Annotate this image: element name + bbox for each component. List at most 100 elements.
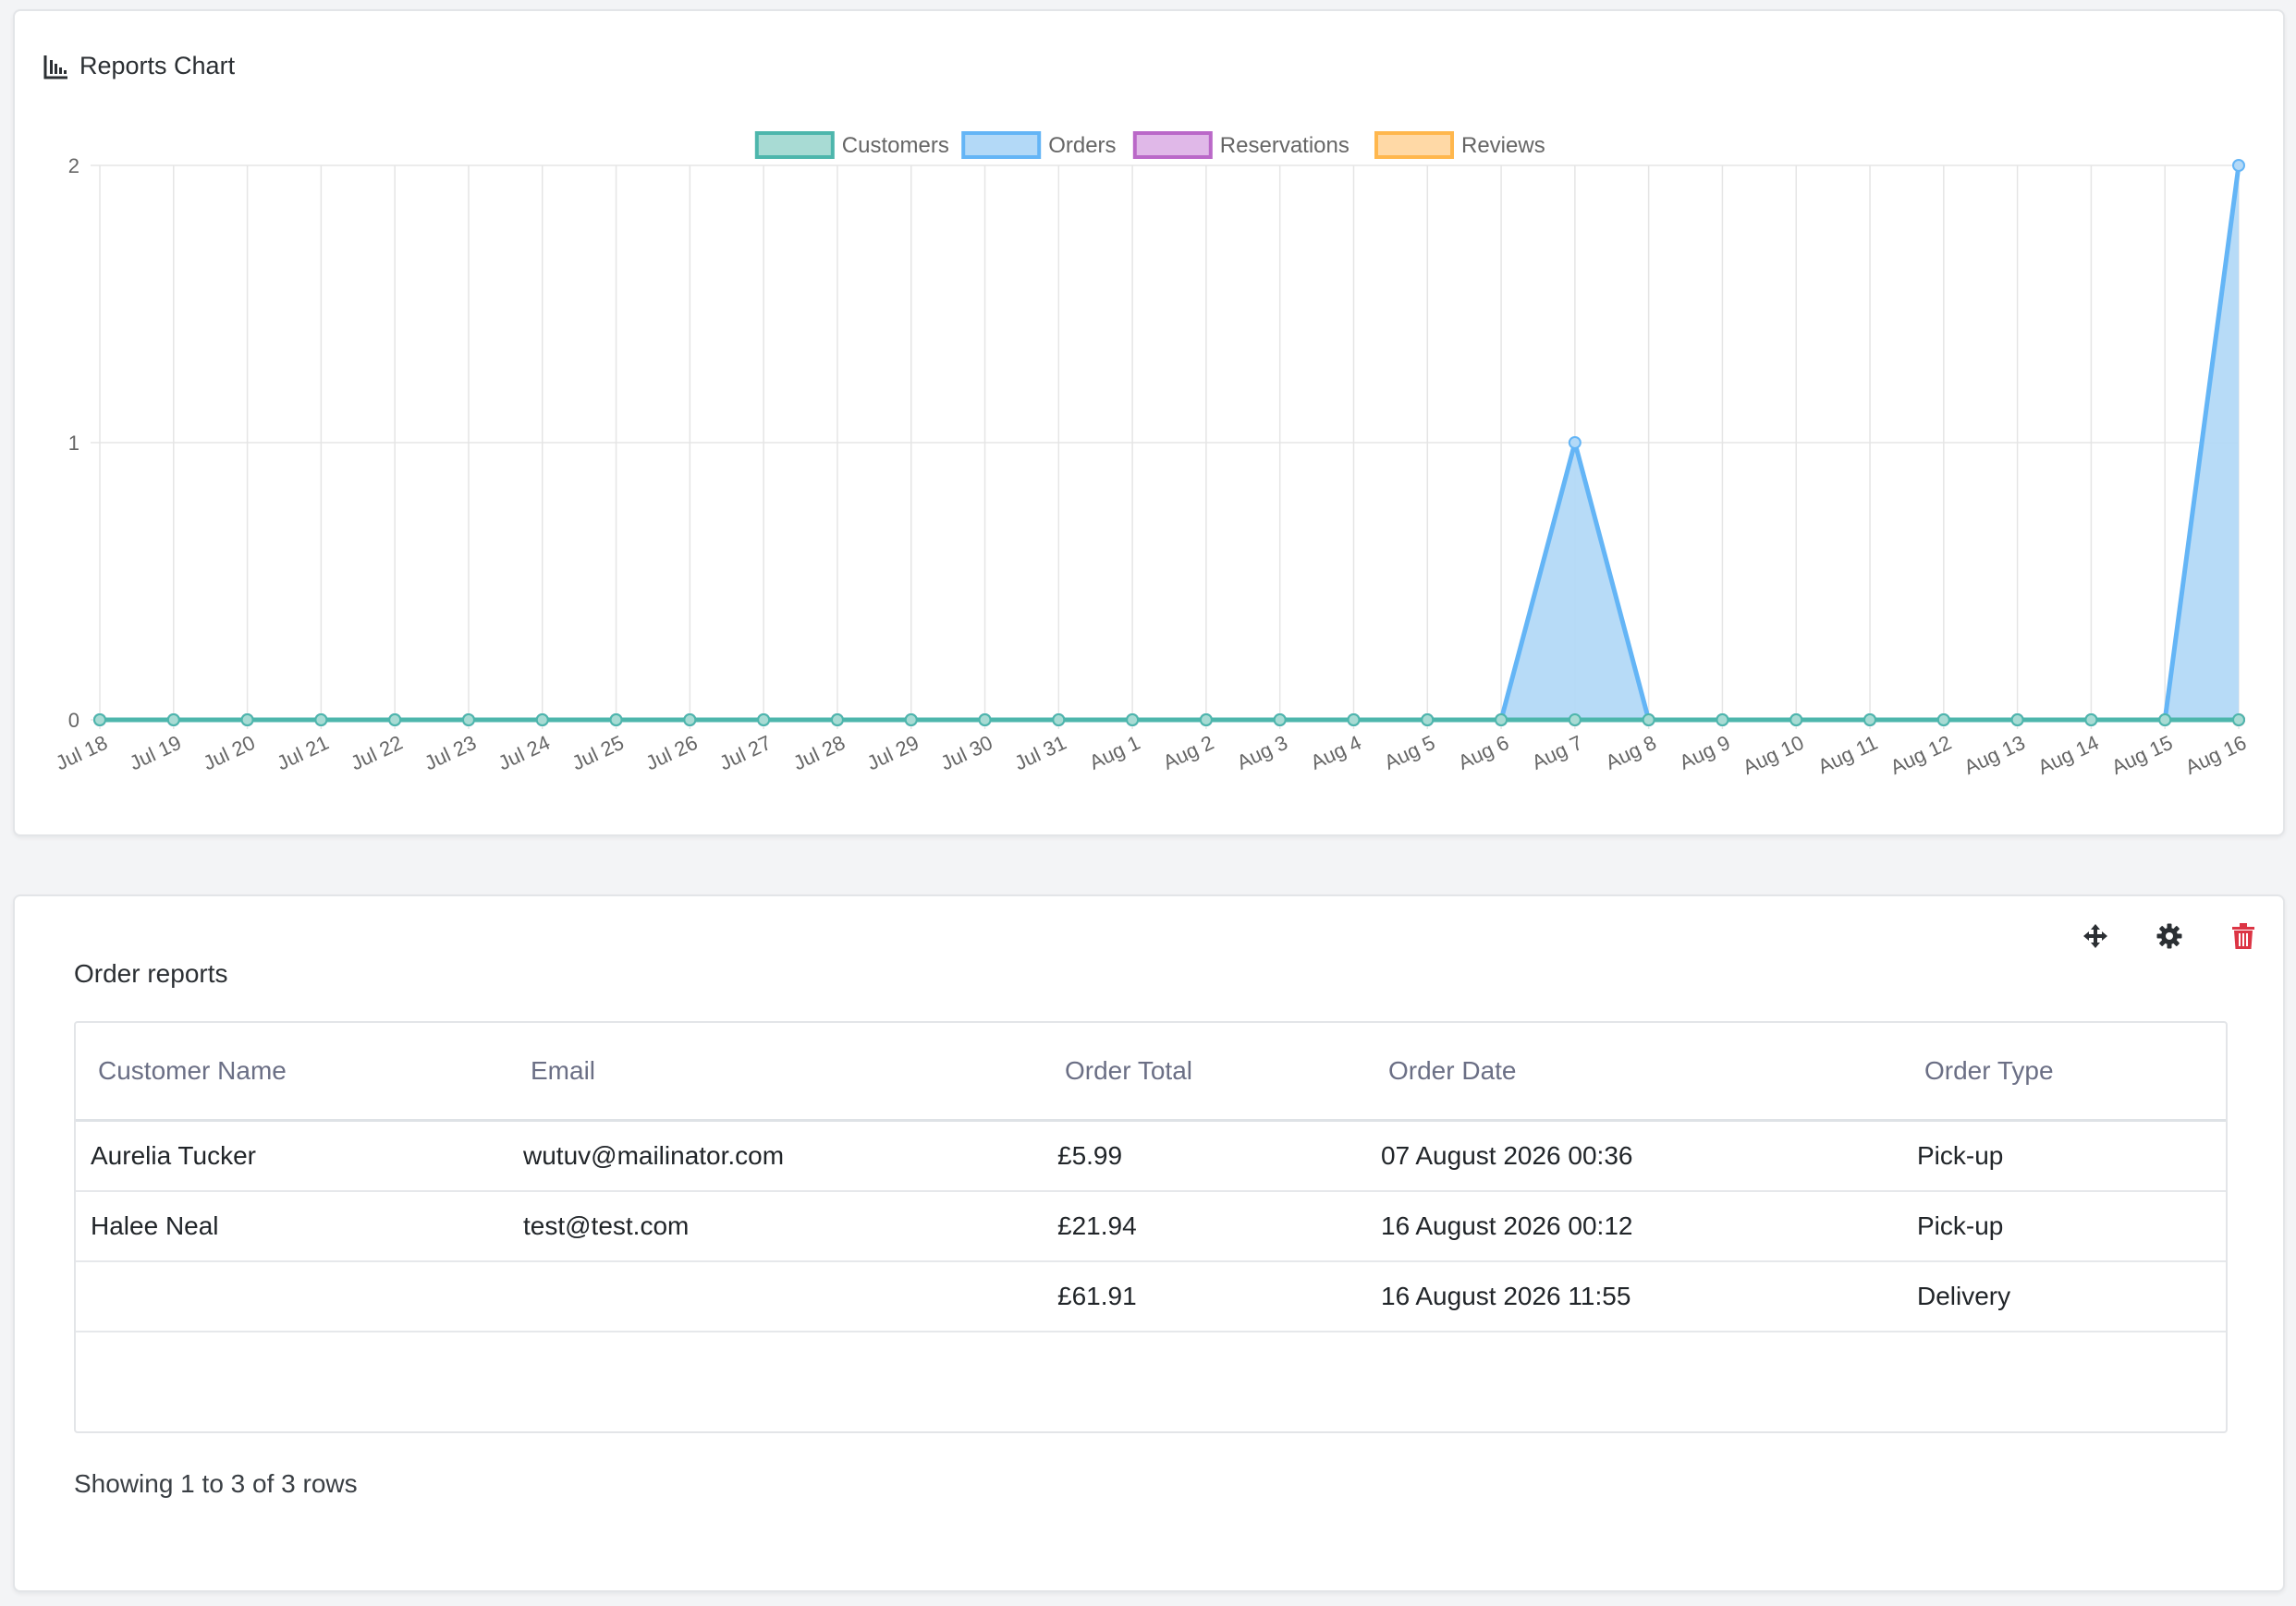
table-row[interactable]: Halee Neal test@test.com £21.94 16 Augus…	[76, 1191, 2226, 1262]
x-tick-label: Jul 23	[421, 731, 480, 774]
x-tick-label: Jul 21	[274, 731, 333, 774]
data-point	[1421, 713, 1435, 726]
legend-swatch	[754, 131, 835, 159]
widget-title: Order reports	[74, 959, 228, 988]
data-point	[93, 713, 106, 726]
data-point	[1199, 713, 1213, 726]
move-button[interactable]	[2074, 915, 2117, 957]
x-tick-label: Jul 31	[1011, 731, 1070, 774]
reports-line-chart: 0 1 2 Jul 18 Jul 19 Jul 20 Jul 21 Jul 22 Jul 23 J…	[52, 131, 2250, 779]
data-point	[1052, 713, 1066, 726]
legend-label: Orders	[1048, 133, 1116, 158]
column-header-email[interactable]: Email	[508, 1023, 1043, 1122]
data-point	[1273, 713, 1287, 726]
data-point	[2158, 713, 2172, 726]
cell-order-type: Pick-up	[1902, 1120, 2226, 1192]
cell-email: wutuv@mailinator.com	[508, 1120, 1043, 1192]
data-point	[535, 713, 549, 726]
table-header-row: Customer Name Email Order Total Order Da…	[76, 1023, 2226, 1122]
x-tick-label: Aug 8	[1602, 731, 1660, 774]
x-tick-label: Aug 6	[1455, 731, 1513, 774]
data-point	[388, 713, 402, 726]
data-point	[240, 713, 254, 726]
data-point	[2010, 713, 2024, 726]
data-point	[683, 713, 697, 726]
data-point	[830, 713, 844, 726]
data-point	[1863, 713, 1877, 726]
data-point	[2232, 713, 2245, 726]
table-row[interactable]: Aurelia Tucker wutuv@mailinator.com £5.9…	[76, 1120, 2226, 1192]
y-tick-label: 1	[68, 432, 79, 455]
x-tick-label: Jul 24	[495, 731, 554, 774]
legend-label: Reviews	[1461, 133, 1545, 158]
data-point	[978, 713, 992, 726]
chart-legend: Customers Orders Reservations Reviews	[754, 131, 1545, 159]
data-point	[1936, 713, 1950, 726]
series-customers	[93, 713, 2245, 726]
x-tick-label: Jul 30	[937, 731, 996, 774]
cell-customer-name: Aurelia Tucker	[76, 1120, 508, 1192]
data-point	[1347, 713, 1361, 726]
legend-item-customers[interactable]: Customers	[754, 131, 949, 159]
cell-order-type: Delivery	[1902, 1261, 2226, 1332]
chart-card-header: Reports Chart	[43, 52, 235, 80]
x-tick-label: Aug 1	[1086, 731, 1144, 774]
table-row[interactable]: £61.91 16 August 2026 11:55 Delivery	[76, 1261, 2226, 1332]
x-tick-label: Aug 9	[1676, 731, 1734, 774]
x-tick-label: Aug 10	[1740, 731, 1808, 779]
reports-chart-card: Reports Chart 0 1 2 Jul 18 Jul 19 Jul 20 Jul 2…	[13, 9, 2285, 836]
column-header-order-type[interactable]: Order Type	[1902, 1023, 2226, 1122]
x-tick-label: Jul 18	[52, 731, 111, 774]
data-point	[2232, 159, 2245, 172]
data-point	[609, 713, 623, 726]
x-tick-label: Aug 3	[1233, 731, 1291, 774]
x-tick-label: Jul 26	[642, 731, 702, 774]
data-point	[1568, 436, 1582, 449]
cell-customer-name: Halee Neal	[76, 1191, 508, 1262]
cell-order-total: £61.91	[1043, 1261, 1366, 1332]
column-header-order-date[interactable]: Order Date	[1366, 1023, 1902, 1122]
x-tick-label: Aug 2	[1159, 731, 1217, 774]
x-tick-label: Jul 19	[126, 731, 185, 774]
legend-swatch	[1132, 131, 1213, 159]
x-tick-label: Jul 22	[348, 731, 407, 774]
cell-order-total: £21.94	[1043, 1191, 1366, 1262]
x-tick-label: Aug 16	[2181, 731, 2250, 779]
x-tick-label: Aug 13	[1960, 731, 2029, 779]
data-point	[1716, 713, 1729, 726]
y-tick-label: 2	[68, 154, 79, 177]
data-point	[2084, 713, 2098, 726]
data-point	[166, 713, 180, 726]
legend-item-reviews[interactable]: Reviews	[1374, 131, 1545, 159]
column-header-order-total[interactable]: Order Total	[1043, 1023, 1366, 1122]
settings-button[interactable]	[2148, 915, 2191, 957]
chart-card-title: Reports Chart	[79, 52, 236, 79]
chart-grid	[91, 164, 2240, 729]
cell-order-date: 07 August 2026 00:36	[1366, 1120, 1902, 1192]
x-tick-label: Aug 15	[2108, 731, 2177, 779]
bar-chart-icon	[43, 55, 67, 79]
delete-button[interactable]	[2222, 915, 2265, 957]
data-point	[757, 713, 771, 726]
legend-item-orders[interactable]: Orders	[961, 131, 1117, 159]
widget-actions	[2074, 915, 2265, 957]
legend-swatch	[1374, 131, 1454, 159]
y-tick-label: 0	[68, 709, 79, 732]
x-tick-label: Aug 14	[2034, 731, 2103, 779]
pagination-info: Showing 1 to 3 of 3 rows	[74, 1469, 358, 1498]
legend-label: Reservations	[1220, 133, 1350, 158]
data-point	[904, 713, 918, 726]
gear-icon	[2156, 923, 2182, 949]
data-point	[1495, 713, 1508, 726]
data-point	[314, 713, 328, 726]
x-tick-label: Jul 28	[789, 731, 849, 774]
data-point	[1568, 713, 1582, 726]
move-icon	[2083, 924, 2107, 948]
trash-icon	[2232, 923, 2254, 949]
data-point	[1789, 713, 1803, 726]
x-tick-label: Aug 5	[1381, 731, 1439, 774]
legend-item-reservations[interactable]: Reservations	[1132, 131, 1350, 159]
x-tick-label: Aug 7	[1528, 731, 1586, 774]
column-header-customer-name[interactable]: Customer Name	[76, 1023, 508, 1122]
order-reports-table-container: Customer Name Email Order Total Order Da…	[74, 1021, 2228, 1433]
